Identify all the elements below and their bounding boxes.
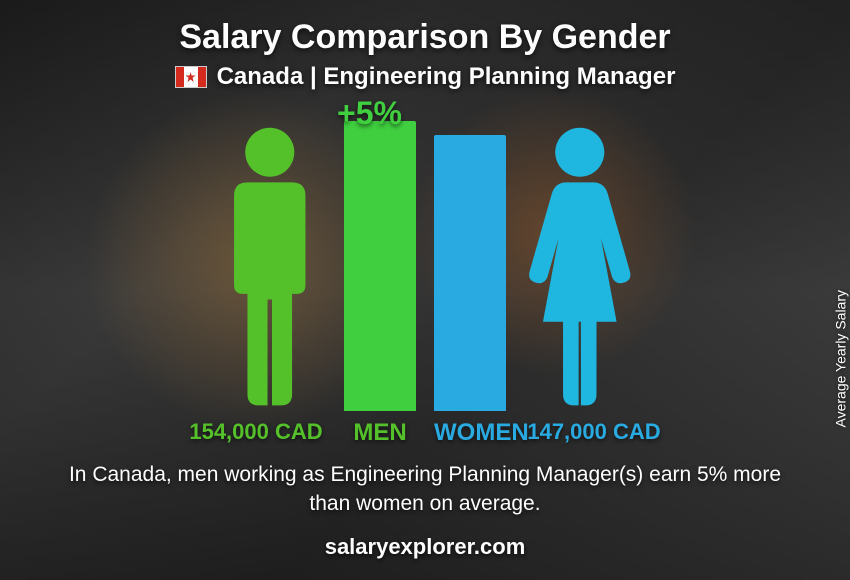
men-label: MEN [344, 419, 416, 447]
labels-row: 154,000 CAD MEN WOMEN 147,000 CAD [40, 419, 810, 447]
footer-source: salaryexplorer.com [325, 534, 526, 560]
summary-text: In Canada, men working as Engineering Pl… [65, 461, 785, 518]
subtitle-job: Engineering Planning Manager [323, 63, 675, 90]
page-title: Salary Comparison By Gender [179, 18, 670, 57]
subtitle-country: Canada [217, 63, 304, 90]
man-icon [214, 121, 326, 411]
percentage-badge: +5% [337, 95, 402, 132]
women-icon-col [524, 121, 636, 411]
women-label: WOMEN [434, 419, 506, 447]
infographic-container: Salary Comparison By Gender Canada | Eng… [0, 0, 850, 580]
men-icon-col [214, 121, 326, 411]
canada-flag-icon [175, 66, 207, 88]
men-bar-col [344, 121, 416, 411]
women-bar-col [434, 135, 506, 411]
chart-area: +5% [40, 101, 810, 411]
men-bar [344, 121, 416, 411]
women-salary: 147,000 CAD [524, 419, 664, 447]
women-bar [434, 135, 506, 411]
woman-icon [524, 121, 636, 411]
men-salary: 154,000 CAD [186, 419, 326, 447]
subtitle-text: Canada | Engineering Planning Manager [217, 63, 676, 91]
subtitle-sep: | [303, 63, 323, 90]
subtitle-row: Canada | Engineering Planning Manager [175, 63, 676, 91]
y-axis-label: Average Yearly Salary [832, 290, 848, 428]
